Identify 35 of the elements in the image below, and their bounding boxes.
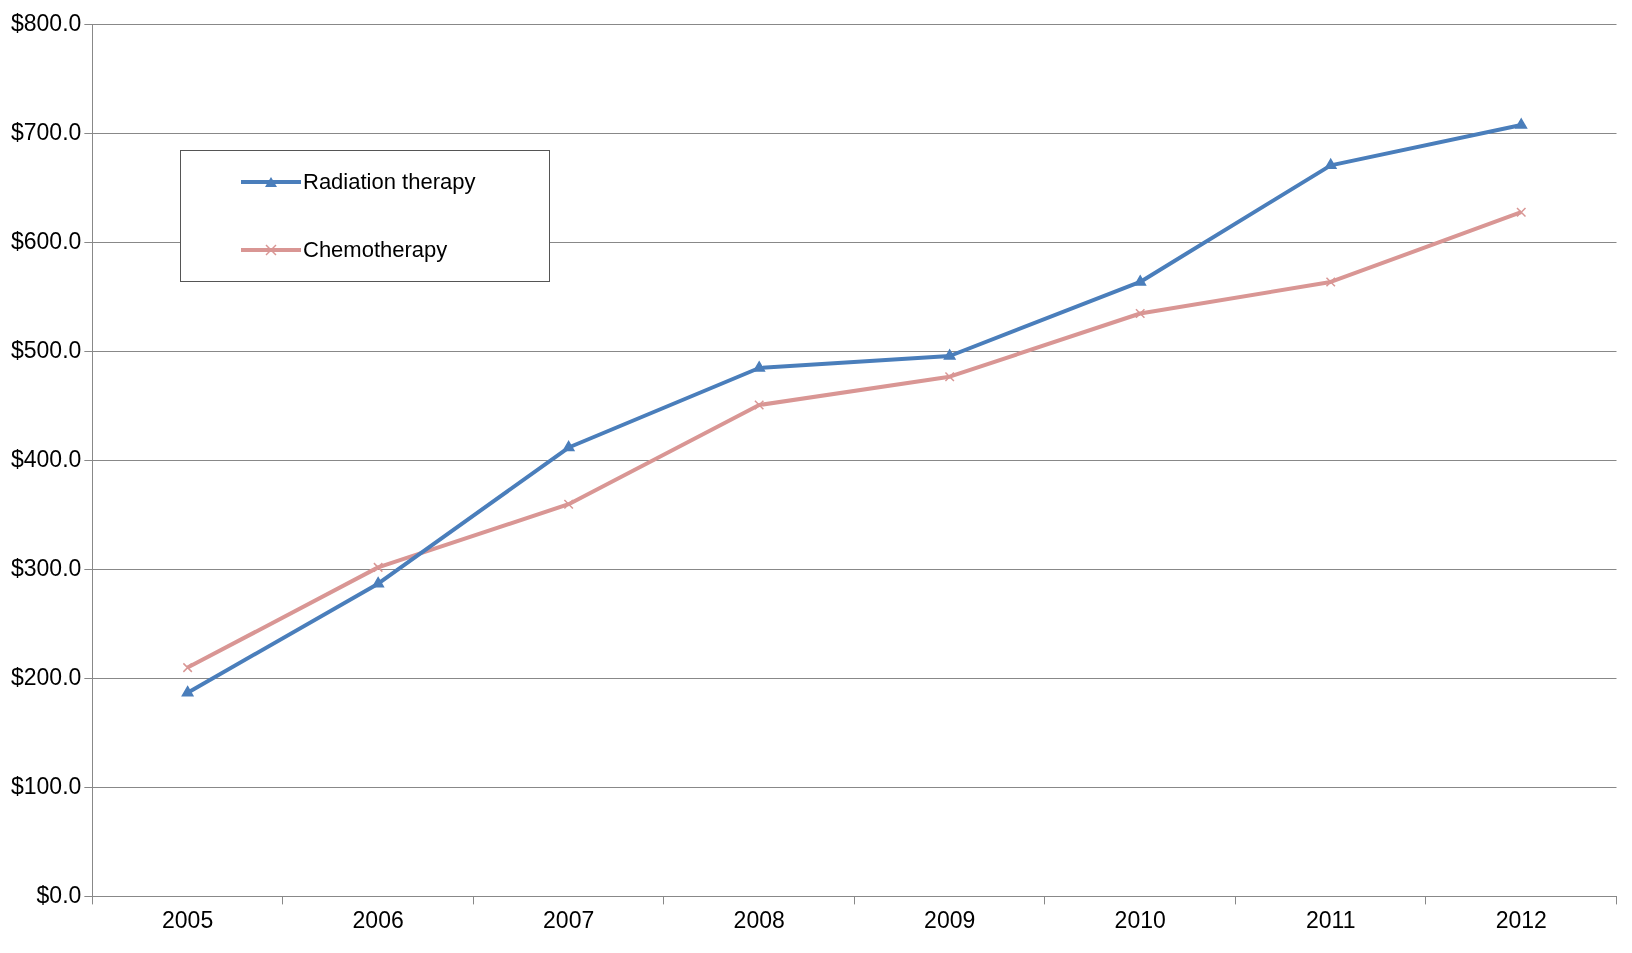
point — [753, 361, 766, 372]
legend-label: Chemotherapy — [303, 237, 448, 263]
y-tick-label: $0.0 — [36, 881, 82, 908]
x-tick-label: 2008 — [733, 906, 785, 933]
legend-label: Radiation therapy — [303, 169, 476, 195]
y-tick-label: $200.0 — [10, 663, 82, 690]
point — [373, 562, 384, 573]
y-tick-label: $400.0 — [10, 445, 82, 472]
point — [1516, 207, 1527, 218]
y-tick-label: $800.0 — [10, 10, 82, 37]
x-tick-label: 2010 — [1114, 906, 1166, 933]
x-tick-label: 2009 — [924, 906, 976, 933]
point — [182, 662, 193, 673]
point — [1134, 275, 1147, 286]
point — [1135, 308, 1146, 319]
point — [754, 400, 765, 411]
x-tick-label: 2012 — [1495, 906, 1547, 933]
x-tick-label: 2005 — [162, 906, 214, 933]
point — [563, 499, 574, 510]
point — [943, 349, 956, 360]
point — [1515, 118, 1528, 129]
point — [562, 440, 575, 452]
point — [181, 685, 194, 697]
y-tick-label: $300.0 — [10, 554, 82, 581]
y-tick-label: $700.0 — [10, 119, 82, 146]
x-tick-label: 2011 — [1305, 906, 1356, 933]
y-tick-label: $500.0 — [10, 336, 82, 363]
x-tick-label: 2007 — [543, 906, 595, 933]
point — [372, 576, 385, 588]
y-tick-label: $600.0 — [10, 228, 82, 255]
point — [1324, 158, 1337, 170]
y-tick-label: $100.0 — [10, 772, 82, 799]
x-tick-label: 2006 — [352, 906, 404, 933]
point — [944, 371, 955, 382]
point — [1325, 276, 1336, 287]
